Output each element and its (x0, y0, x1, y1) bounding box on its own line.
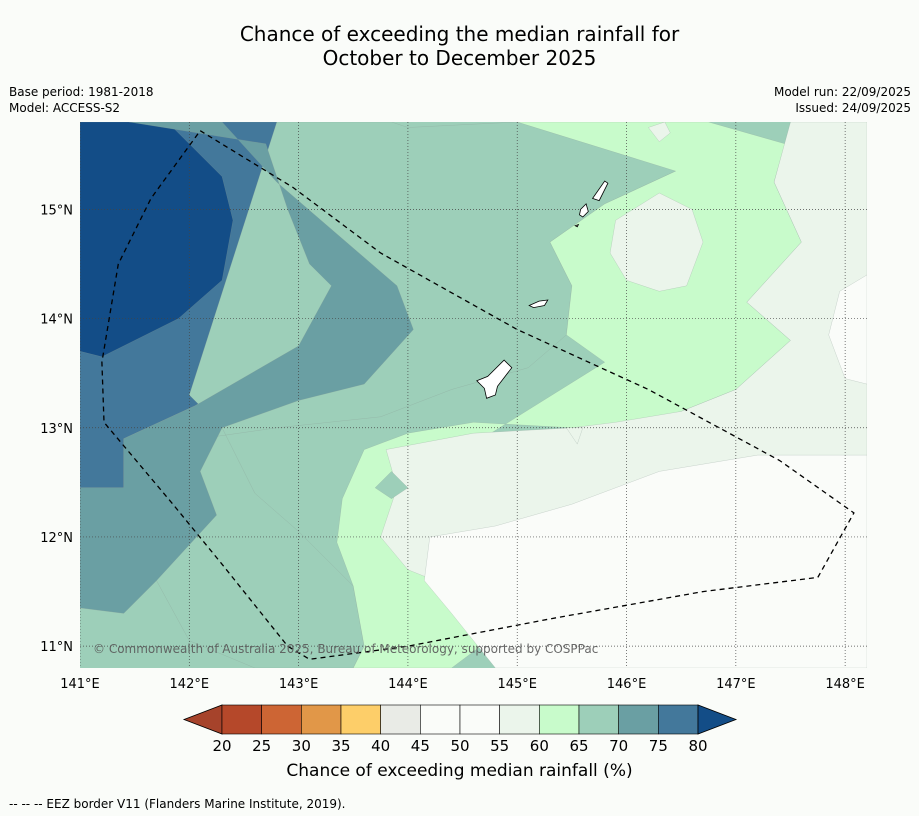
colorbar-tick-label: 60 (530, 737, 549, 755)
colorbar-bin (539, 704, 580, 735)
colorbar-tick-label: 50 (450, 737, 469, 755)
lat-tick-label: 15°N (40, 203, 73, 218)
colorbar-bin (578, 704, 619, 735)
lon-tick-label: 143°E (279, 677, 319, 692)
title-line-1: Chance of exceeding the median rainfall … (239, 22, 680, 46)
title-line-2: October to December 2025 (322, 46, 597, 70)
base-period: Base period: 1981-2018 (9, 85, 154, 99)
graticule (80, 122, 867, 668)
colorbar-tick-label: 35 (331, 737, 350, 755)
map-canvas: © Commonwealth of Australia 2025, Bureau… (40, 122, 867, 755)
colorbar-tick-label: 55 (490, 737, 509, 755)
legend-title: Chance of exceeding median rainfall (%) (286, 761, 633, 781)
contour-region-c55 (566, 427, 584, 445)
colorbar-tick-label: 30 (292, 737, 311, 755)
colorbar-tick-label: 80 (688, 737, 707, 755)
island-tinian (579, 203, 589, 218)
colorbar-tick-label: 65 (569, 737, 588, 755)
lon-tick-label: 145°E (497, 677, 537, 692)
meta-left: Base period: 1981-2018 Model: ACCESS-S2 (9, 84, 154, 116)
colorbar-tick-label: 40 (371, 737, 390, 755)
latitude-labels: 15°N 14°N 13°N 12°N 11°N (40, 203, 73, 655)
colorbar-bin (618, 704, 659, 735)
colorbar-tick-label: 45 (411, 737, 430, 755)
colorbar-bin (301, 704, 342, 735)
colorbar-bin (420, 704, 461, 735)
lon-tick-label: 144°E (388, 677, 428, 692)
lat-tick-label: 14°N (40, 313, 73, 328)
contour-region-c50 (424, 454, 867, 668)
longitude-labels: 141°E 142°E 143°E 144°E 145°E 146°E 147°E 148°E (60, 677, 865, 692)
lon-tick-label: 146°E (607, 677, 647, 692)
colorbar-tick-label: 75 (649, 737, 668, 755)
lat-tick-label: 12°N (40, 531, 73, 546)
coastlines (476, 180, 609, 399)
lon-tick-label: 148°E (825, 677, 865, 692)
copyright-text: © Commonwealth of Australia 2025, Bureau… (93, 642, 598, 656)
colorbar-ticks: 20 25 30 35 40 45 50 55 60 65 70 75 80 (212, 737, 707, 755)
island-aguijan (574, 223, 580, 228)
colorbar-bin (340, 704, 381, 735)
contour-region-c50 (828, 274, 867, 385)
lon-tick-label: 147°E (716, 677, 756, 692)
issued-date: Issued: 24/09/2025 (795, 101, 911, 115)
map-title: Chance of exceeding the median rainfall … (0, 22, 919, 70)
rainfall-contours (80, 122, 867, 668)
colorbar-bin (658, 704, 699, 735)
lon-tick-label: 141°E (60, 677, 100, 692)
lat-tick-label: 13°N (40, 422, 73, 437)
island-guam (476, 359, 513, 399)
colorbar-low-arrow (182, 704, 223, 735)
model-name: Model: ACCESS-S2 (9, 101, 121, 115)
island-saipan (591, 180, 609, 202)
lon-tick-label: 142°E (170, 677, 210, 692)
lat-tick-label: 11°N (40, 640, 73, 655)
colorbar-bin (261, 704, 302, 735)
colorbar-high-arrow (697, 704, 738, 735)
island-rota (528, 299, 549, 309)
model-run: Model run: 22/09/2025 (773, 85, 911, 99)
contour-region-c65 (374, 471, 409, 499)
colorbar-bin (499, 704, 540, 735)
contour-region-c55 (648, 122, 671, 142)
colorbar-tick-label: 25 (252, 737, 271, 755)
colorbar-tick-label: 20 (212, 737, 231, 755)
eez-border (101, 130, 855, 660)
colorbar-bin (459, 704, 500, 735)
colorbar (182, 704, 738, 735)
contour-region-c55 (609, 192, 704, 292)
contour-region-c80 (80, 122, 234, 358)
colorbar-bin (221, 704, 262, 735)
colorbar-bin (380, 704, 421, 735)
meta-right: Model run: 22/09/2025 Issued: 24/09/2025 (774, 84, 911, 116)
eez-footnote: -- -- -- EEZ border V11 (Flanders Marine… (9, 797, 346, 811)
colorbar-tick-label: 70 (609, 737, 628, 755)
